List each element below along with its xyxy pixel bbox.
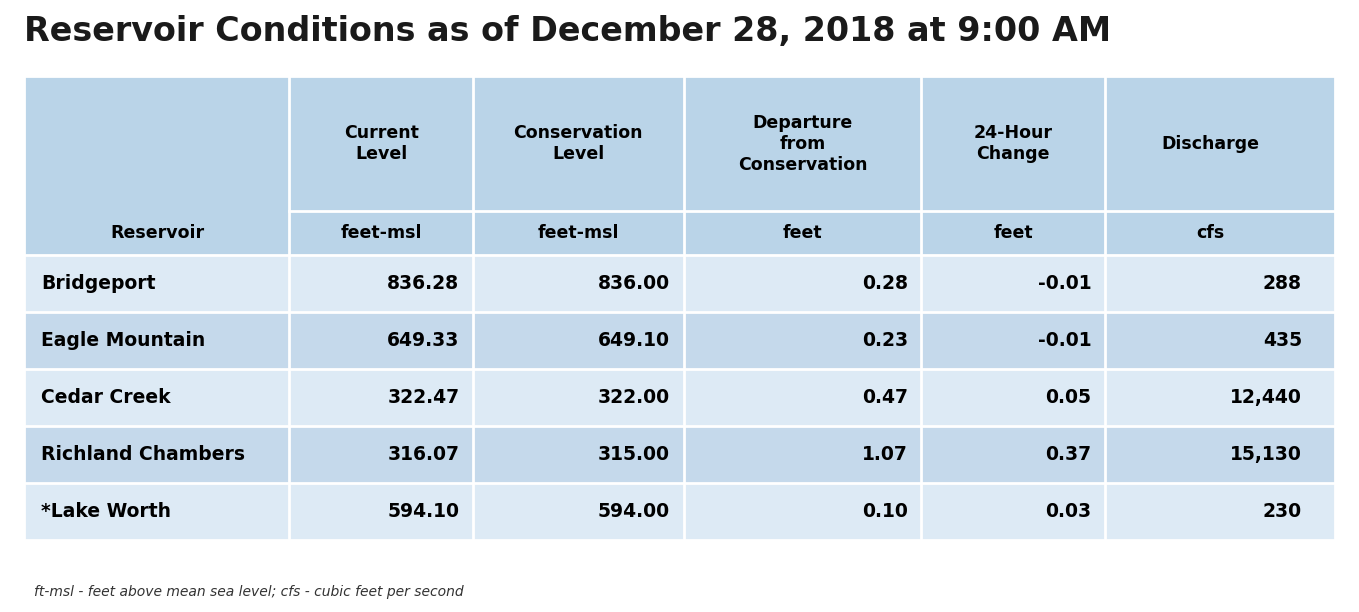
Text: 322.47: 322.47: [387, 388, 459, 407]
Text: 836.28: 836.28: [387, 274, 459, 293]
Text: 230: 230: [1263, 502, 1302, 521]
Text: Conservation
Level: Conservation Level: [514, 124, 643, 163]
Text: Bridgeport: Bridgeport: [41, 274, 155, 293]
Text: *Lake Worth: *Lake Worth: [41, 502, 171, 521]
Bar: [24, 369, 1335, 426]
Bar: [24, 255, 1335, 312]
Text: Richland Chambers: Richland Chambers: [41, 445, 245, 464]
Text: 0.10: 0.10: [862, 502, 908, 521]
Text: feet-msl: feet-msl: [341, 224, 421, 242]
Text: ft-msl - feet above mean sea level; cfs - cubic feet per second: ft-msl - feet above mean sea level; cfs …: [34, 584, 463, 599]
Text: 649.10: 649.10: [598, 331, 670, 350]
Text: 594.10: 594.10: [387, 502, 459, 521]
Text: 24-Hour
Change: 24-Hour Change: [973, 124, 1053, 163]
Text: 315.00: 315.00: [598, 445, 670, 464]
Text: cfs: cfs: [1196, 224, 1224, 242]
Text: 0.28: 0.28: [862, 274, 908, 293]
Text: -0.01: -0.01: [1038, 274, 1091, 293]
Text: 435: 435: [1263, 331, 1302, 350]
Text: 0.05: 0.05: [1045, 388, 1091, 407]
Text: 649.33: 649.33: [387, 331, 459, 350]
Text: 0.03: 0.03: [1045, 502, 1091, 521]
Bar: [24, 426, 1335, 483]
Text: Departure
from
Conservation: Departure from Conservation: [738, 114, 867, 174]
Text: Eagle Mountain: Eagle Mountain: [41, 331, 205, 350]
Text: Discharge: Discharge: [1161, 135, 1260, 153]
Text: feet: feet: [993, 224, 1033, 242]
Text: 15,130: 15,130: [1230, 445, 1302, 464]
Text: -0.01: -0.01: [1038, 331, 1091, 350]
Text: Reservoir: Reservoir: [110, 224, 204, 242]
Bar: [24, 312, 1335, 369]
Text: 0.37: 0.37: [1045, 445, 1091, 464]
Text: 0.23: 0.23: [862, 331, 908, 350]
Text: 836.00: 836.00: [598, 274, 670, 293]
Text: Current
Level: Current Level: [344, 124, 419, 163]
Text: 0.47: 0.47: [862, 388, 908, 407]
Text: 316.07: 316.07: [387, 445, 459, 464]
Text: 288: 288: [1263, 274, 1302, 293]
Text: 594.00: 594.00: [598, 502, 670, 521]
Text: 322.00: 322.00: [598, 388, 670, 407]
Text: Reservoir Conditions as of December 28, 2018 at 9:00 AM: Reservoir Conditions as of December 28, …: [24, 15, 1112, 48]
Text: feet-msl: feet-msl: [538, 224, 618, 242]
Text: feet: feet: [783, 224, 822, 242]
Text: 12,440: 12,440: [1230, 388, 1302, 407]
Bar: [24, 483, 1335, 540]
Text: Cedar Creek: Cedar Creek: [41, 388, 170, 407]
Text: 1.07: 1.07: [862, 445, 908, 464]
